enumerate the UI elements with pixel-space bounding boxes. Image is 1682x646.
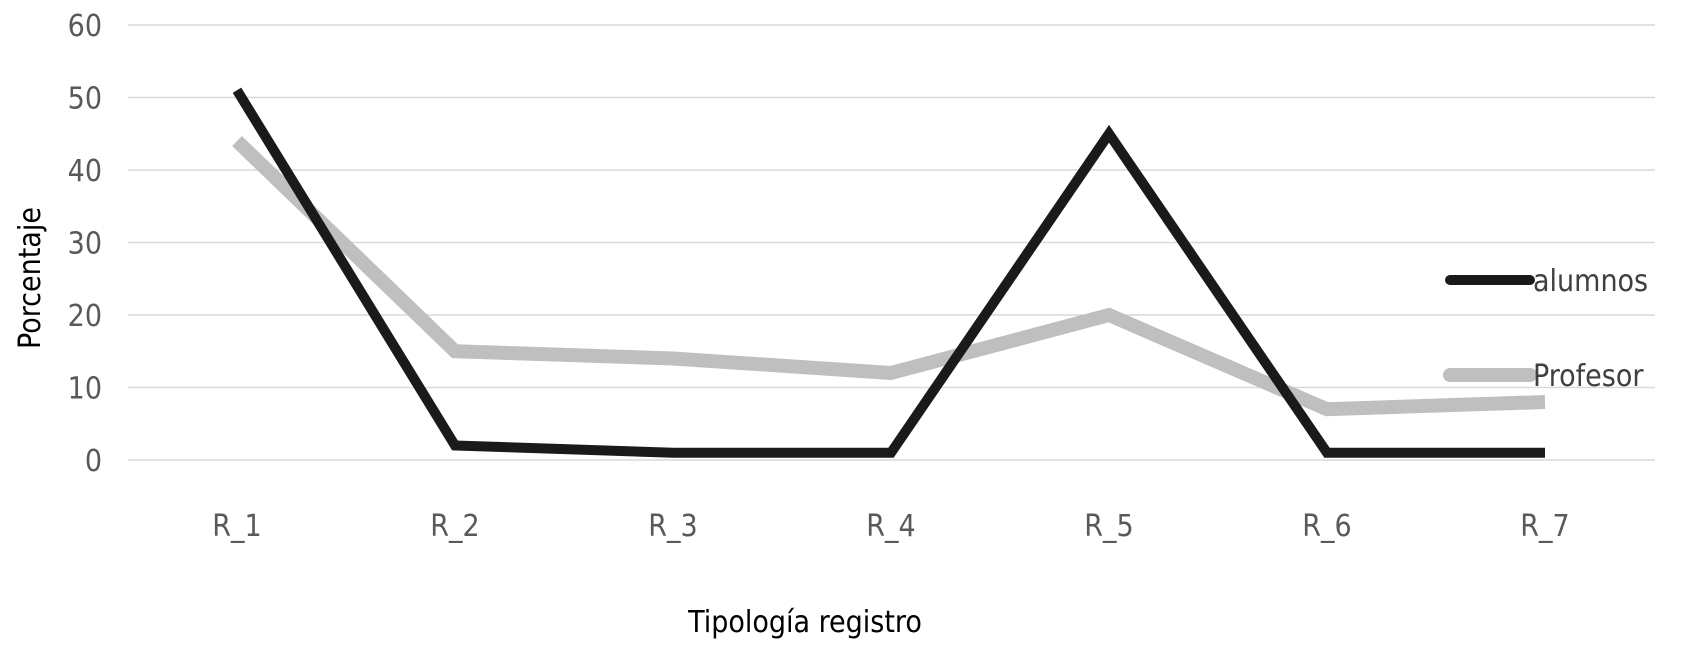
legend-label-alumnos: alumnos	[1533, 264, 1648, 299]
y-tick-label: 30	[68, 227, 102, 262]
y-tick-label: 20	[68, 299, 102, 334]
y-tick-label: 0	[85, 444, 102, 479]
x-tick-label: R_7	[1520, 509, 1569, 544]
x-tick-label: R_5	[1084, 509, 1133, 544]
y-axis-ticks: 0 10 20 30 40 50 60	[68, 9, 102, 479]
series-line-alumnos	[232, 87, 1545, 458]
legend-label-profesor: Profesor	[1533, 359, 1644, 394]
gridlines	[128, 24, 1655, 461]
y-axis-title: Porcentaje	[13, 207, 48, 349]
y-tick-label: 10	[68, 372, 102, 407]
y-tick-label: 60	[68, 9, 102, 44]
x-tick-label: R_1	[212, 509, 261, 544]
x-axis-ticks: R_1 R_2 R_3 R_4 R_5 R_6 R_7	[212, 509, 1569, 544]
x-tick-label: R_2	[430, 509, 479, 544]
legend: alumnos Profesor	[1443, 264, 1648, 394]
y-tick-label: 40	[68, 154, 102, 189]
x-axis-title: Tipología registro	[687, 605, 922, 640]
series-line-profesor	[232, 135, 1546, 417]
x-tick-label: R_4	[866, 509, 915, 544]
x-tick-label: R_3	[648, 509, 697, 544]
y-tick-label: 50	[68, 82, 102, 117]
series-lines	[232, 87, 1546, 458]
x-tick-label: R_6	[1302, 509, 1351, 544]
